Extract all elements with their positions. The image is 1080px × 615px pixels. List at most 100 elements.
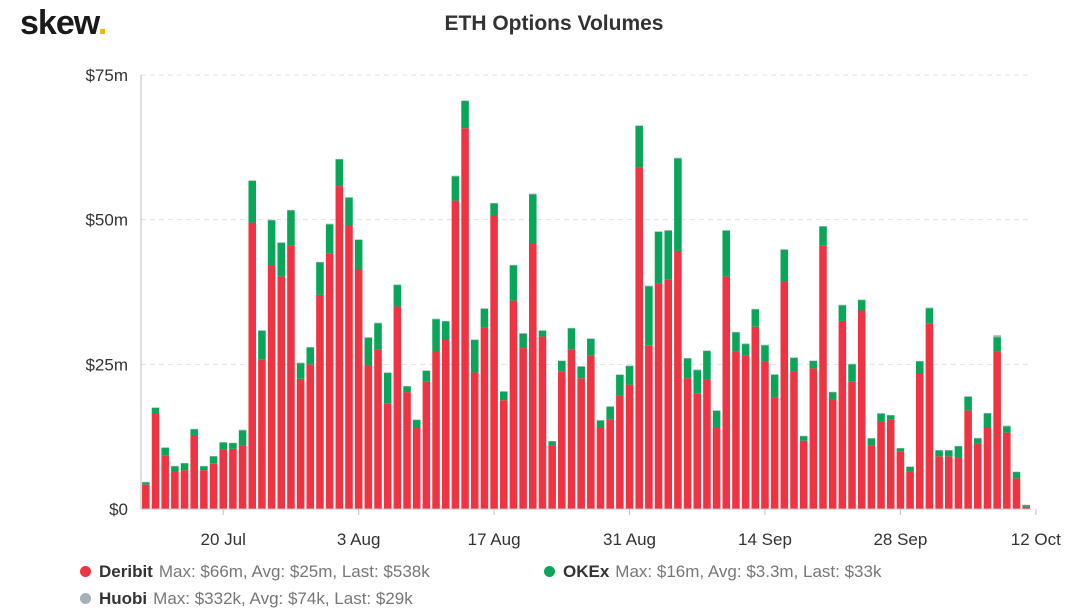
skew-logo: skew. xyxy=(20,4,108,43)
bar-okex xyxy=(587,338,595,356)
bar-huobi xyxy=(983,412,992,414)
bar-deribit xyxy=(287,245,295,509)
bar-huobi xyxy=(432,318,440,320)
bar-huobi xyxy=(819,226,827,227)
legend-deribit-stats: Max: $66m, Avg: $25m, Last: $538k xyxy=(158,562,430,581)
bar-deribit xyxy=(964,410,972,509)
bar-okex xyxy=(238,430,247,446)
bar-okex xyxy=(867,438,876,446)
bar-deribit xyxy=(587,355,595,509)
legend-item-huobi[interactable]: Huobi Max: $332k, Avg: $74k, Last: $29k xyxy=(80,589,413,609)
bar-okex xyxy=(422,370,431,382)
bar-deribit xyxy=(915,373,924,509)
bar-huobi xyxy=(490,202,498,204)
bar-okex xyxy=(722,230,731,277)
bar-huobi xyxy=(674,157,682,159)
bar-deribit xyxy=(277,276,286,509)
bar-okex xyxy=(500,391,508,401)
bar-okex xyxy=(296,363,305,379)
bar-okex xyxy=(974,438,982,444)
bar-huobi xyxy=(335,158,344,160)
bar-okex xyxy=(848,364,856,382)
legend-huobi-stats: Max: $332k, Avg: $74k, Last: $29k xyxy=(153,589,413,608)
bar-deribit xyxy=(867,445,876,509)
bar-okex xyxy=(383,373,392,404)
bar-deribit xyxy=(441,340,450,509)
bar-deribit xyxy=(974,443,982,509)
huobi-dot-icon xyxy=(80,593,91,605)
bar-deribit xyxy=(654,283,663,509)
bar-huobi xyxy=(848,363,856,365)
bar-huobi xyxy=(171,465,179,467)
bar-deribit xyxy=(1022,506,1030,509)
bar-huobi xyxy=(896,447,905,449)
bar-huobi xyxy=(587,338,595,339)
bar-huobi xyxy=(722,230,731,231)
bar-deribit xyxy=(693,393,702,509)
legend-item-deribit[interactable]: Deribit Max: $66m, Avg: $25m, Last: $538k xyxy=(80,562,430,582)
bar-huobi xyxy=(625,365,634,367)
bar-okex xyxy=(142,482,150,485)
bar-okex xyxy=(741,344,750,356)
bar-okex xyxy=(886,415,895,420)
bar-huobi xyxy=(200,465,208,467)
bar-deribit xyxy=(412,427,421,509)
bar-huobi xyxy=(180,463,189,464)
bar-okex xyxy=(393,285,402,307)
bar-okex xyxy=(770,374,779,398)
bar-okex xyxy=(945,450,953,457)
bar-huobi xyxy=(935,449,943,451)
bar-deribit xyxy=(712,427,721,509)
bar-okex xyxy=(490,203,498,216)
bar-okex xyxy=(635,125,643,168)
bar-huobi xyxy=(654,231,663,232)
bar-huobi xyxy=(258,330,266,331)
bar-deribit xyxy=(664,279,673,509)
bar-huobi xyxy=(906,466,914,467)
bar-okex xyxy=(480,308,489,328)
bar-deribit xyxy=(1012,478,1021,509)
bar-okex xyxy=(654,231,663,284)
bar-okex xyxy=(519,333,527,349)
bar-okex xyxy=(287,210,295,246)
deribit-dot-icon xyxy=(80,566,91,578)
x-tick-label: 3 Aug xyxy=(337,530,381,549)
bar-okex xyxy=(267,220,276,266)
bar-okex xyxy=(219,442,228,450)
bar-huobi xyxy=(790,357,798,358)
bar-deribit xyxy=(645,345,653,509)
logo-dot: . xyxy=(97,4,108,42)
bar-okex xyxy=(954,446,963,459)
bar-huobi xyxy=(470,339,479,341)
bar-huobi xyxy=(229,442,237,444)
bar-okex xyxy=(529,194,537,244)
bar-okex xyxy=(790,357,798,372)
bar-deribit xyxy=(896,451,905,509)
bar-okex xyxy=(1003,426,1011,433)
bar-okex xyxy=(161,447,169,456)
bar-huobi xyxy=(712,410,721,411)
bar-okex xyxy=(1012,471,1021,479)
bar-huobi xyxy=(567,327,576,329)
bar-deribit xyxy=(296,378,305,509)
bar-deribit xyxy=(558,371,566,509)
bar-huobi xyxy=(761,344,769,346)
bar-huobi xyxy=(1012,471,1021,473)
bar-deribit xyxy=(906,471,914,509)
bar-huobi xyxy=(161,447,169,448)
bar-huobi xyxy=(741,343,750,345)
legend-item-okex[interactable]: OKEx Max: $16m, Avg: $3.3m, Last: $33k xyxy=(544,562,881,582)
x-tick-label: 17 Aug xyxy=(468,530,521,549)
bar-okex xyxy=(751,309,760,327)
bar-huobi xyxy=(267,219,276,221)
bar-okex xyxy=(664,230,673,280)
bar-deribit xyxy=(219,449,228,509)
bar-deribit xyxy=(616,395,624,509)
bar-okex xyxy=(277,242,286,277)
bar-deribit xyxy=(674,250,682,509)
bar-deribit xyxy=(848,381,856,509)
bar-okex xyxy=(606,406,614,420)
bar-huobi xyxy=(500,391,508,392)
bar-huobi xyxy=(664,230,673,231)
bar-huobi xyxy=(325,223,334,225)
